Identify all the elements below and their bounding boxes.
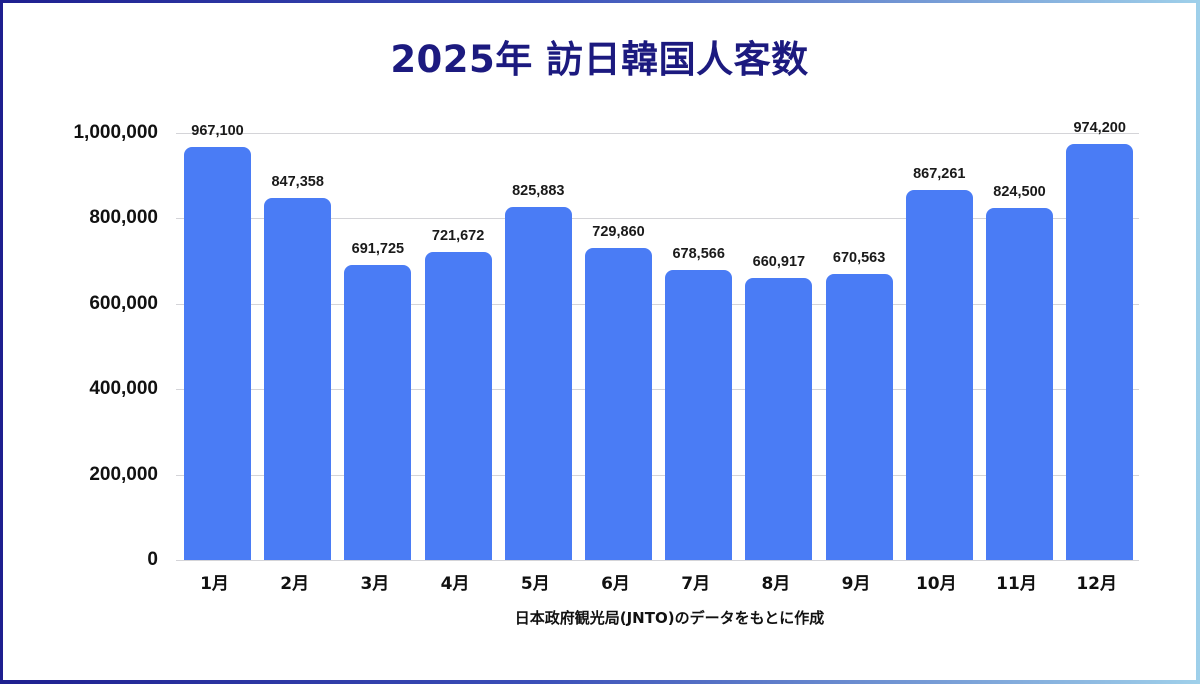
bar-value-label: 670,563 xyxy=(832,249,886,266)
gridline xyxy=(176,560,1139,561)
gridline xyxy=(176,303,1139,305)
gridline xyxy=(176,133,1139,134)
bar[interactable] xyxy=(665,270,733,560)
x-tick-label: 1月 xyxy=(200,574,229,594)
x-tick-label: 9月 xyxy=(841,574,871,594)
bar[interactable] xyxy=(585,248,652,560)
x-tick-label: 3月 xyxy=(360,574,390,594)
y-tick-label: 800,000 xyxy=(89,207,158,229)
x-tick-label: 2月 xyxy=(280,574,310,594)
y-tick-label: 400,000 xyxy=(89,378,158,400)
x-tick-label: 6月 xyxy=(601,574,630,594)
bar[interactable] xyxy=(344,264,412,560)
bar-value-label: 974,200 xyxy=(1073,120,1126,137)
y-tick-label: 1,000,000 xyxy=(73,122,158,143)
bar[interactable] xyxy=(745,277,813,560)
bar[interactable] xyxy=(504,207,572,560)
source-note: 日本政府観光局(JNTO)のデータをもとに作成 xyxy=(514,609,825,627)
gridline xyxy=(176,218,1139,220)
gridline xyxy=(176,474,1139,476)
bar-value-label: 847,358 xyxy=(271,174,324,191)
bar-value-label: 967,100 xyxy=(191,123,244,140)
y-tick-label: 0 xyxy=(147,549,158,570)
gridline xyxy=(176,389,1139,391)
x-tick-label: 12月 xyxy=(1076,574,1118,594)
bar-value-label: 824,500 xyxy=(993,183,1046,200)
bar[interactable] xyxy=(1066,144,1134,560)
bar[interactable] xyxy=(264,198,332,560)
chart-card: 2025年 訪日韓国人客数 0 200,000 400,000 600,000 800,… xyxy=(3,3,1196,680)
plot-area: 0 200,000 400,000 600,000 800,000 1,000,000 96… xyxy=(73,120,1139,570)
bar[interactable] xyxy=(825,273,893,560)
bar-value-label: 691,725 xyxy=(351,240,405,257)
x-tick-label: 11月 xyxy=(996,574,1037,594)
x-tick-label: 8月 xyxy=(761,574,791,594)
x-tick-label: 7月 xyxy=(681,574,711,594)
bar[interactable] xyxy=(905,189,973,560)
y-tick-label: 200,000 xyxy=(89,463,158,485)
y-tick-label: 600,000 xyxy=(89,292,158,314)
bar[interactable] xyxy=(424,251,492,560)
bar-value-label: 678,566 xyxy=(672,246,725,263)
bar-value-label: 729,860 xyxy=(592,224,645,241)
x-tick-label: 5月 xyxy=(520,574,550,594)
bar-value-label: 825,883 xyxy=(512,183,565,200)
x-tick-label: 10月 xyxy=(915,574,957,594)
x-tick-label: 4月 xyxy=(440,574,470,594)
bar-value-label: 660,917 xyxy=(752,253,806,270)
bar-value-label: 867,261 xyxy=(913,165,966,182)
bar[interactable] xyxy=(986,207,1053,560)
chart-title: 2025年 訪日韓国人客数 xyxy=(390,38,809,81)
bar-value-label: 721,672 xyxy=(431,227,485,244)
bar[interactable] xyxy=(184,147,251,560)
